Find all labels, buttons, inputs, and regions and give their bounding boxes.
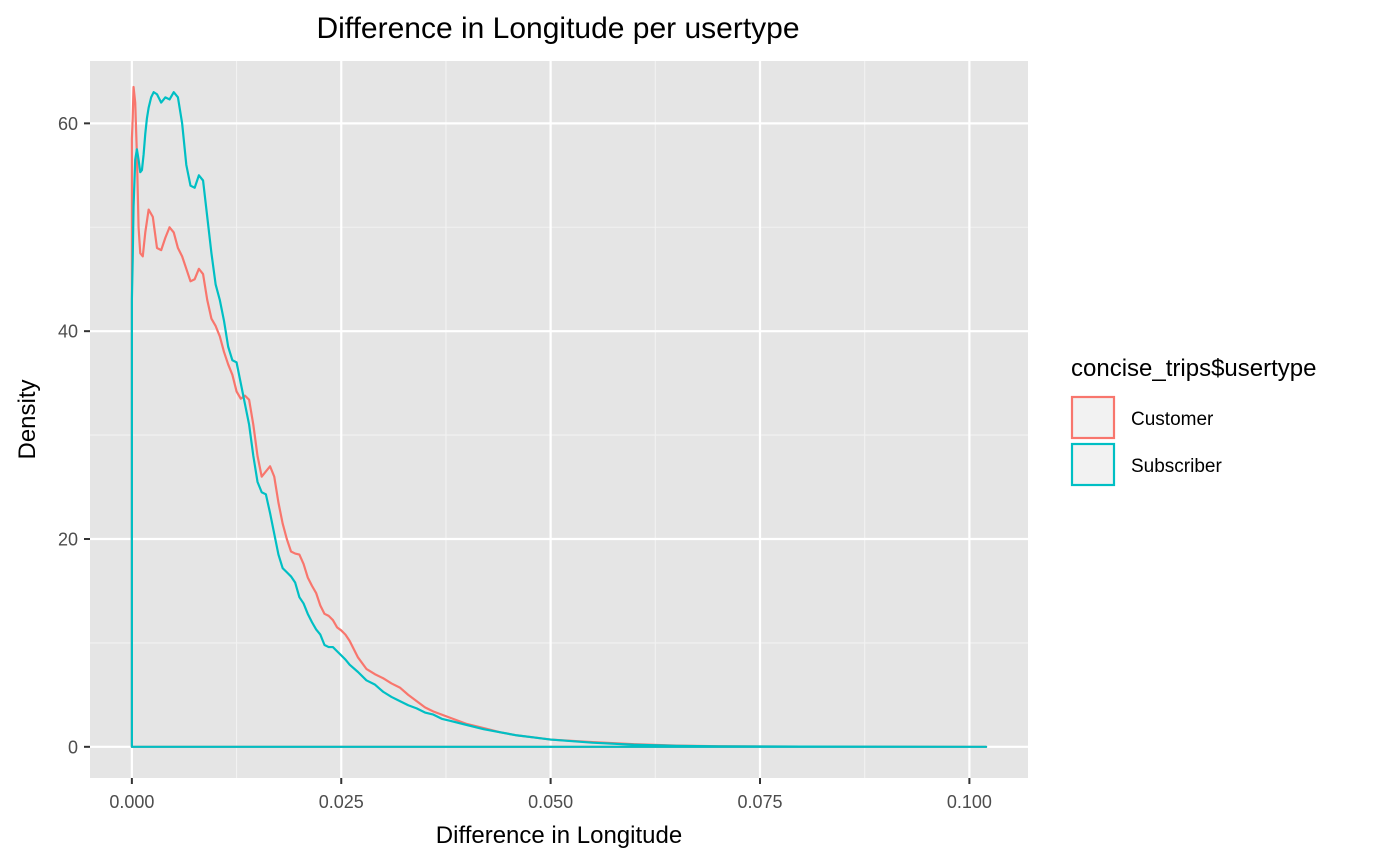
- y-tick-label: 20: [58, 530, 78, 550]
- y-axis-title: Density: [14, 379, 41, 459]
- y-tick-label: 0: [68, 737, 78, 757]
- x-tick-label: 0.050: [528, 792, 573, 812]
- y-tick-label: 60: [58, 114, 78, 134]
- x-tick-label: 0.025: [319, 792, 364, 812]
- y-tick-label: 40: [58, 322, 78, 342]
- plot-panel: [90, 61, 1028, 778]
- density-line-customer: [130, 85, 988, 748]
- x-tick-label: 0.075: [737, 792, 782, 812]
- series-lines: [130, 85, 988, 748]
- legend-label-subscriber: Subscriber: [1131, 456, 1222, 477]
- x-tick-label: 0.000: [109, 792, 154, 812]
- legend-key-customer: [1070, 395, 1116, 440]
- grid-minor: [90, 61, 1028, 778]
- x-axis-title: Difference in Longitude: [436, 822, 682, 849]
- legend-key-subscriber: [1070, 442, 1116, 487]
- legend-title: concise_trips$usertype: [1071, 355, 1316, 382]
- x-tick-label: 0.100: [947, 792, 992, 812]
- x-axis: 0.000 0.025 0.050 0.075 0.100: [109, 778, 992, 812]
- y-axis: 0 20 40 60: [58, 114, 90, 757]
- legend: concise_trips$usertype Customer Subscrib…: [1070, 355, 1316, 487]
- density-line-subscriber: [130, 91, 988, 748]
- chart-title: Difference in Longitude per usertype: [316, 12, 799, 45]
- legend-label-customer: Customer: [1131, 409, 1214, 430]
